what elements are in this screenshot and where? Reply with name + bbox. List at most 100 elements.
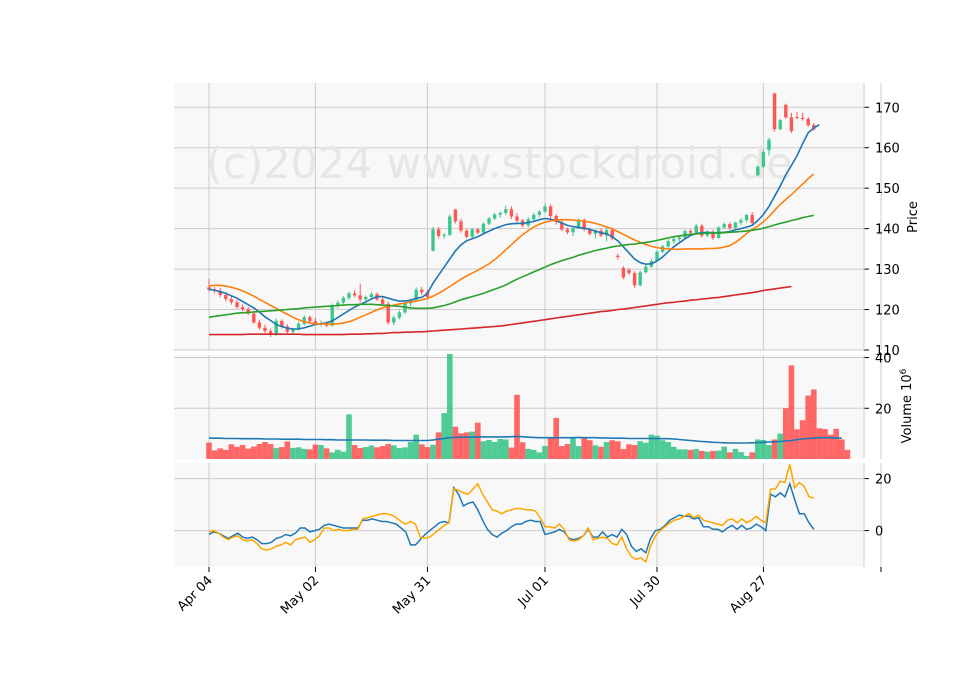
- volume-bar: [844, 449, 851, 459]
- oscillator-tick-label: 20: [875, 473, 892, 488]
- volume-bar: [312, 444, 319, 459]
- volume-bar: [631, 445, 638, 459]
- volume-bar: [648, 434, 655, 459]
- price-axis-label: Price: [906, 201, 921, 233]
- candle-up: [291, 329, 295, 332]
- volume-bar: [715, 450, 722, 459]
- volume-bar: [239, 445, 246, 459]
- candle-up: [694, 225, 698, 233]
- volume-bar: [676, 449, 683, 459]
- volume-bar: [385, 444, 391, 459]
- volume-bar: [480, 441, 487, 459]
- volume-bar: [564, 444, 571, 459]
- candle-down: [218, 290, 222, 295]
- candle-up: [739, 220, 743, 223]
- candle-down: [632, 273, 637, 286]
- candle-down: [784, 104, 788, 118]
- volume-bar: [732, 448, 739, 459]
- volume-bar: [396, 448, 403, 459]
- candle-up: [431, 229, 435, 251]
- volume-bar: [833, 428, 839, 459]
- candle-up: [644, 266, 648, 273]
- candle-up: [364, 297, 368, 300]
- volume-bar: [671, 446, 677, 459]
- volume-bar: [284, 441, 291, 459]
- volume-bar: [536, 452, 543, 459]
- x-tick-label: Jul 30: [627, 573, 664, 610]
- price-moving-averages-layer: [208, 124, 820, 336]
- candle-down: [700, 225, 704, 236]
- volume-bar: [217, 448, 223, 459]
- candle-down: [515, 216, 519, 221]
- volume-bar: [743, 455, 750, 459]
- candle-up: [336, 302, 340, 306]
- candle-down: [240, 307, 245, 310]
- candle-up: [347, 293, 351, 298]
- candle-down: [711, 231, 715, 238]
- candle-up: [414, 289, 418, 301]
- volume-bar: [637, 441, 643, 459]
- volume-bar: [363, 447, 369, 459]
- volume-bar: [223, 449, 229, 459]
- volume-bar: [458, 433, 464, 459]
- volume-bar: [525, 448, 531, 459]
- volume-bar: [587, 440, 593, 459]
- volume-bar: [413, 434, 419, 459]
- candle-down: [229, 299, 234, 303]
- candle-up: [481, 223, 486, 233]
- volume-bar: [503, 439, 509, 459]
- volume-bar: [531, 449, 537, 459]
- x-tick-label: May 31: [390, 573, 434, 617]
- volume-bar: [710, 450, 716, 459]
- candle-down: [728, 224, 732, 228]
- candle-down: [806, 119, 810, 126]
- candle-up: [487, 218, 491, 224]
- volume-bar: [749, 452, 755, 459]
- candle-down: [425, 292, 430, 298]
- volume-bar: [738, 452, 744, 459]
- price-tick-label: 130: [875, 263, 900, 278]
- volume-bar: [402, 447, 408, 459]
- volume-bar: [329, 452, 335, 459]
- candle-down: [207, 287, 211, 290]
- volume-bar: [340, 451, 347, 459]
- price-tick-label: 160: [875, 142, 900, 157]
- candle-up: [341, 297, 346, 303]
- volume-bar: [598, 446, 604, 459]
- volume-bar: [273, 448, 279, 459]
- candle-down: [688, 231, 693, 233]
- volume-bar: [811, 389, 817, 459]
- volume-bar: [295, 447, 302, 459]
- candle-up: [778, 120, 782, 130]
- volume-bar: [491, 442, 498, 459]
- x-tick-label: Apr 04: [175, 573, 216, 614]
- candle-up: [744, 214, 749, 221]
- oscillator-line: [208, 481, 815, 554]
- volume-bar: [592, 445, 599, 459]
- volume-bar: [727, 452, 733, 459]
- candle-down: [548, 206, 553, 217]
- volume-bar: [766, 445, 772, 459]
- volume-bar: [256, 444, 263, 459]
- volume-bar: [475, 422, 481, 459]
- candle-up: [537, 211, 542, 215]
- candle-up: [604, 230, 609, 236]
- candle-up: [672, 239, 676, 242]
- volume-bar: [783, 408, 789, 459]
- price-candles-layer: [207, 92, 816, 338]
- volume-bar: [407, 442, 414, 459]
- volume-bar: [307, 449, 313, 459]
- volume-bar: [424, 447, 431, 459]
- candle-up: [448, 216, 452, 235]
- candle-up: [722, 224, 726, 228]
- volume-axis-label: Volume 106: [899, 368, 915, 443]
- volume-bar: [508, 447, 515, 459]
- volume-bar: [234, 446, 240, 459]
- volume-bar: [301, 448, 307, 459]
- volume-bar: [693, 449, 699, 459]
- candle-up: [397, 312, 402, 318]
- candle-down: [789, 117, 794, 132]
- volume-bar: [346, 414, 352, 459]
- volume-bar: [760, 439, 767, 459]
